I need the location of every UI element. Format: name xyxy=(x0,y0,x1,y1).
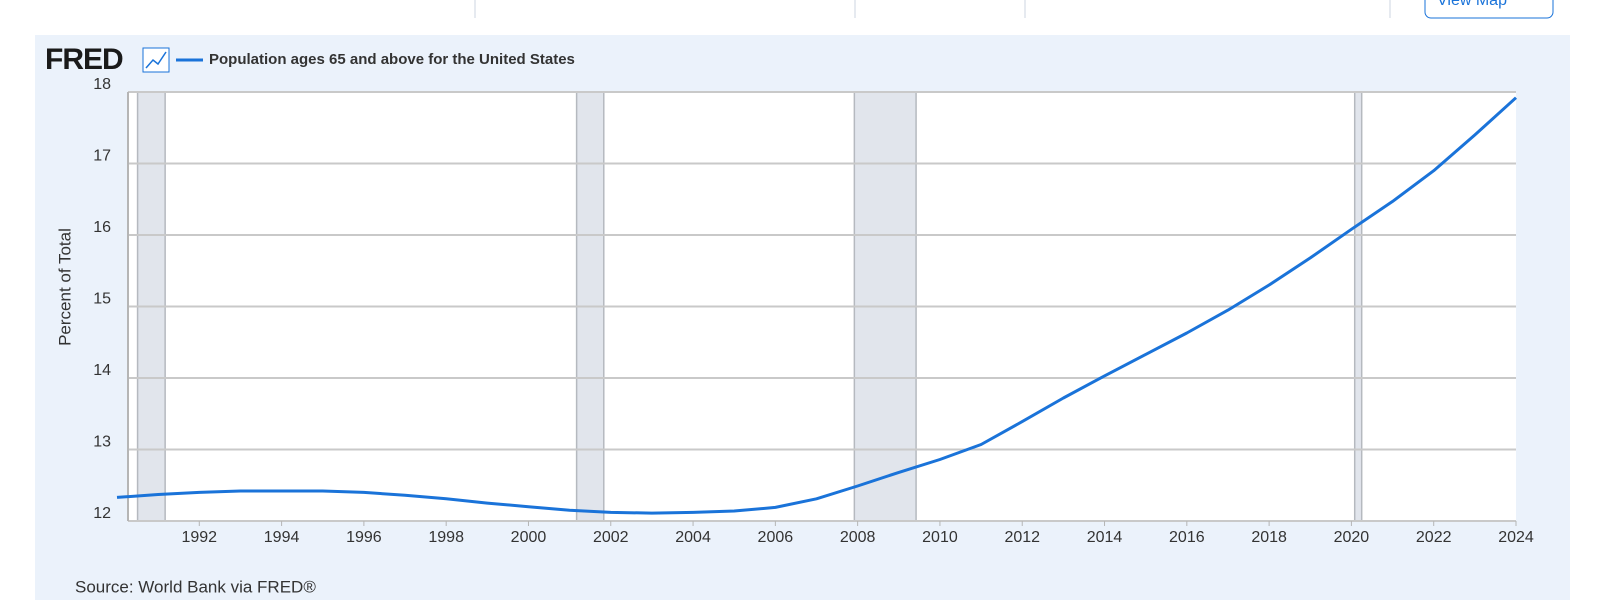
x-tick-label: 2004 xyxy=(675,529,711,546)
y-tick-label: 16 xyxy=(93,219,111,236)
y-tick-label: 15 xyxy=(93,291,111,308)
x-tick-label: 2010 xyxy=(922,529,958,546)
y-axis-title: Percent of Total xyxy=(55,228,74,346)
x-tick-label: 2002 xyxy=(593,529,629,546)
y-tick-label: 14 xyxy=(93,362,111,379)
source-note: Source: World Bank via FRED® xyxy=(75,577,316,596)
x-tick-label: 2012 xyxy=(1004,529,1040,546)
data-line xyxy=(116,96,1518,515)
x-tick-label: 1992 xyxy=(181,529,217,546)
x-tick-label: 2008 xyxy=(840,529,876,546)
x-tick-label: 2016 xyxy=(1169,529,1205,546)
x-tick-label: 1994 xyxy=(264,529,300,546)
x-tick-label: 2014 xyxy=(1087,529,1123,546)
y-tick-label: 18 xyxy=(93,76,111,93)
button-label[interactable]: View Map xyxy=(1437,0,1507,9)
y-tick-label: 12 xyxy=(93,505,111,522)
x-tick-label: 1998 xyxy=(428,529,464,546)
y-tick-label: 13 xyxy=(93,434,111,451)
x-tick-label: 2022 xyxy=(1416,529,1452,546)
x-tick-label: 2020 xyxy=(1334,529,1370,546)
x-tick-label: 2018 xyxy=(1251,529,1287,546)
x-tick-label: 1996 xyxy=(346,529,382,546)
legend-label: Population ages 65 and above for the Uni… xyxy=(209,51,575,68)
icon-frame xyxy=(142,47,170,73)
brand-logo: FRED xyxy=(45,43,123,76)
chart-icon xyxy=(142,47,170,73)
x-tick-label: 2006 xyxy=(758,529,794,546)
button-frame[interactable] xyxy=(1424,0,1554,19)
x-tick-label: 2024 xyxy=(1498,529,1534,546)
x-tick-label: 2000 xyxy=(511,529,547,546)
icon-line xyxy=(145,51,167,69)
y-tick-label: 17 xyxy=(93,148,111,165)
view-map-button[interactable]: View Map xyxy=(1424,0,1554,19)
